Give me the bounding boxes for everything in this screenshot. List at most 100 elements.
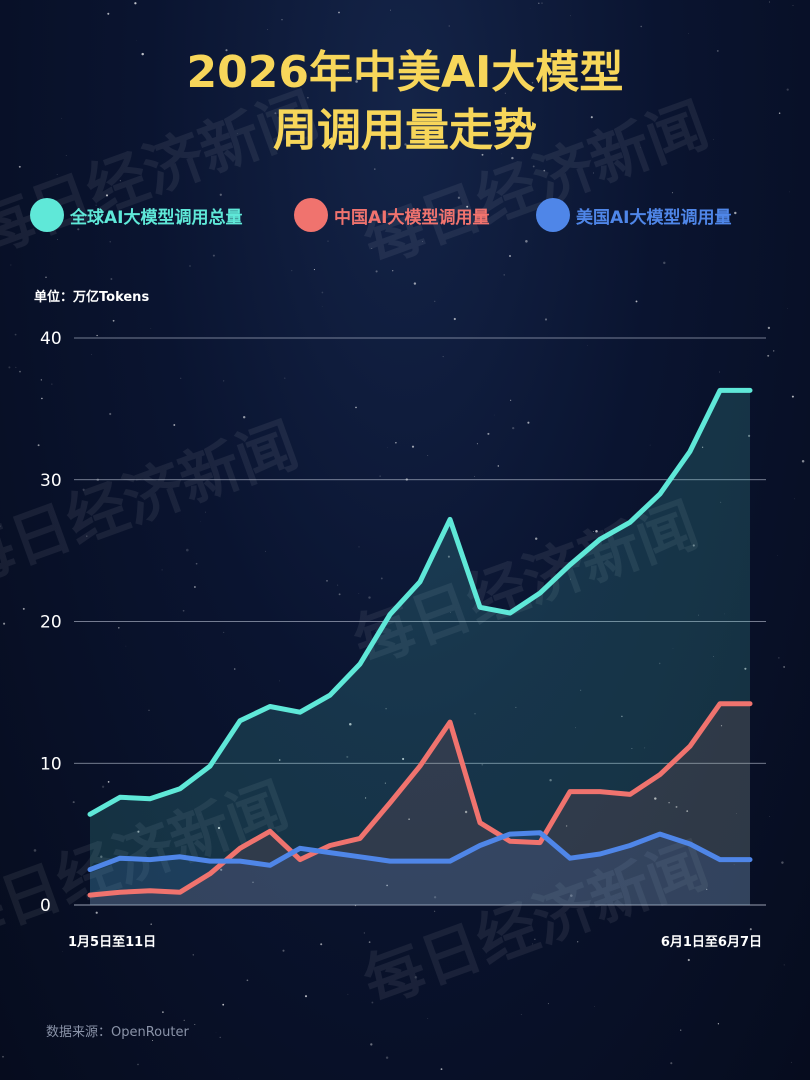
star — [534, 938, 536, 940]
y-tick-label-20: 20 — [40, 613, 62, 633]
star — [374, 168, 376, 170]
star — [504, 92, 507, 94]
star — [768, 1, 771, 3]
star — [137, 830, 140, 833]
star — [0, 525, 1, 527]
star — [408, 818, 410, 821]
star — [720, 725, 723, 727]
star — [532, 165, 535, 168]
star — [687, 958, 690, 962]
star — [386, 884, 388, 887]
star — [525, 240, 528, 243]
star — [427, 1018, 429, 1019]
star — [390, 9, 391, 11]
star — [543, 169, 546, 172]
star — [481, 763, 484, 766]
star — [395, 442, 397, 444]
star — [349, 722, 352, 726]
star — [512, 426, 515, 430]
star — [508, 254, 512, 258]
star — [783, 964, 785, 966]
star — [464, 810, 468, 814]
star — [65, 155, 67, 156]
star — [535, 537, 538, 540]
star — [640, 25, 642, 28]
star — [713, 655, 714, 657]
x-tick-label-1: 6月1日至6月7日 — [661, 935, 762, 950]
star — [481, 153, 484, 156]
star — [654, 797, 657, 800]
star — [180, 377, 182, 379]
star — [716, 49, 719, 52]
star — [422, 241, 423, 242]
star — [544, 318, 548, 321]
star — [577, 941, 579, 943]
star — [61, 117, 63, 119]
star — [313, 269, 315, 271]
star — [549, 778, 552, 782]
star — [570, 578, 571, 580]
chart-title-line-2: 周调用量走势 — [273, 105, 537, 156]
legend-dot-china — [294, 198, 328, 232]
star — [590, 116, 593, 119]
star — [51, 383, 53, 385]
star — [414, 975, 418, 979]
star — [701, 446, 704, 448]
star — [697, 614, 700, 616]
star — [434, 910, 436, 912]
star — [778, 112, 781, 114]
star — [511, 156, 514, 160]
star — [95, 911, 98, 914]
star — [37, 444, 40, 447]
star — [448, 25, 450, 27]
star — [769, 816, 770, 817]
star — [442, 356, 444, 358]
star — [338, 593, 341, 596]
star — [801, 460, 805, 463]
star — [223, 631, 225, 633]
star — [733, 864, 735, 866]
y-tick-label-10: 10 — [40, 754, 62, 774]
star — [326, 580, 328, 582]
star — [592, 531, 594, 532]
star — [717, 1023, 720, 1025]
series-line-1 — [87, 701, 753, 898]
star — [236, 133, 238, 134]
star — [781, 861, 784, 864]
legend: 全球AI大模型调用总量 中国AI大模型调用量 美国AI大模型调用量 — [30, 195, 790, 235]
star — [307, 96, 309, 99]
star — [787, 308, 788, 309]
star — [14, 333, 17, 336]
star — [96, 334, 98, 337]
star — [137, 1063, 139, 1066]
star — [193, 586, 196, 588]
star — [531, 81, 534, 84]
star — [541, 2, 543, 4]
star — [575, 727, 576, 729]
star — [384, 782, 386, 784]
star — [72, 801, 75, 804]
star — [189, 265, 191, 267]
star — [580, 689, 582, 691]
star — [150, 923, 152, 925]
star — [10, 264, 12, 266]
star — [291, 270, 293, 272]
star — [411, 445, 415, 448]
star — [217, 826, 221, 830]
star — [107, 781, 110, 783]
star — [346, 755, 349, 758]
star — [379, 475, 381, 477]
star — [476, 443, 478, 445]
star — [33, 849, 37, 852]
star — [399, 55, 401, 57]
star — [749, 928, 752, 931]
star — [173, 424, 176, 426]
star — [194, 1024, 196, 1026]
star — [744, 667, 747, 670]
star — [658, 662, 661, 665]
star — [778, 657, 780, 659]
star — [639, 147, 641, 148]
star — [56, 174, 58, 175]
star — [433, 896, 437, 899]
